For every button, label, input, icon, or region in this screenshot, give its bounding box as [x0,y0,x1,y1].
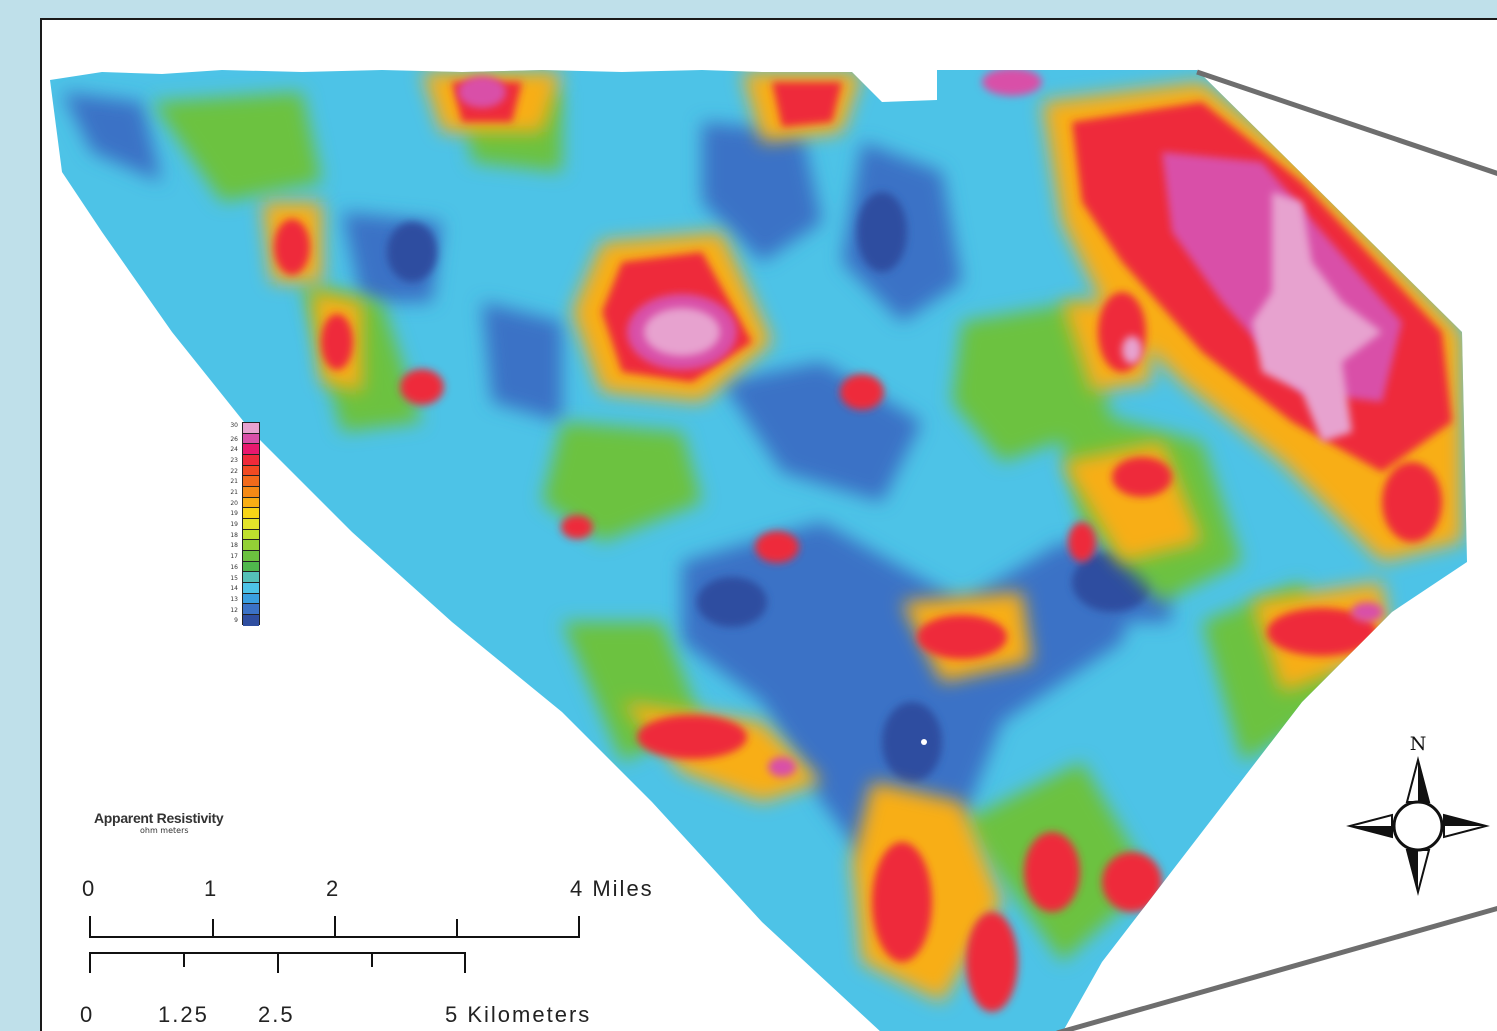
legend-tick-label: 19 [230,510,238,518]
scale-km-label-5: 5 Kilometers [445,1002,592,1027]
legend-title: Apparent Resistivity [94,810,224,826]
legend-color-ramp [242,422,260,626]
scale-km-label-0: 0 [80,1002,95,1027]
inset-boundary-line-upper [1196,69,1497,176]
legend-tick-label: 22 [230,467,238,475]
legend-swatch [243,508,259,520]
scale-miles-label-2: 2 [326,876,341,901]
scale-km-label-125: 1.25 [158,1002,209,1027]
legend-tick-label: 21 [230,478,238,486]
legend-tick-label: 13 [230,595,238,603]
map-canvas: N [50,69,1497,1031]
legend-swatch [243,540,259,552]
legend-tick-label: 23 [230,457,238,465]
legend-swatch [243,561,259,573]
legend-swatch [243,604,259,616]
north-arrow: N [1346,733,1490,896]
inset-boundary-line-lower [1056,905,1497,1031]
legend-swatch [243,487,259,498]
legend-tick-label: 9 [234,617,238,625]
legend-swatch [243,583,259,594]
north-label: N [1410,733,1427,755]
scale-miles-label-0: 0 [82,876,97,901]
legend-swatch [243,433,259,445]
legend-tick-label: 24 [230,446,238,454]
legend-tick-label: 18 [230,542,238,550]
legend-swatch [243,476,259,488]
scale-miles-label-1: 1 [204,876,219,901]
legend-swatch [243,593,259,605]
legend-tick-label: 30 [230,422,238,429]
legend-tick-label: 17 [230,553,238,561]
legend-swatch [243,529,259,541]
legend-tick-label: 14 [230,585,238,593]
scale-km-label-25: 2.5 [258,1002,295,1027]
resistivity-legend: 30 26 24 23 22 21 21 20 19 19 18 18 17 16 15 14 13 12 9 [94,422,294,626]
legend-tick-label: 16 [230,563,238,571]
legend-tick-label: 12 [230,606,238,614]
legend-swatch [243,519,259,530]
legend-swatch [243,497,259,509]
legend-swatch [243,465,259,477]
legend-tick-label: 21 [230,489,238,497]
legend-tick-label: 18 [230,531,238,539]
map-frame: N 30 26 24 23 22 21 21 20 19 19 18 18 17 16 15 14 13 12 9 … [40,18,1497,1031]
legend-swatch [243,572,259,584]
scale-miles-label-4: 4 Miles [570,876,654,901]
legend-tick-label: 19 [230,521,238,529]
legend-swatch [243,455,259,466]
legend-swatch [243,444,259,456]
legend-swatch [243,423,259,434]
legend-swatch [243,615,259,626]
scale-bar-miles [89,916,580,938]
legend-units: ohm meters [140,826,189,835]
legend-tick-label: 26 [230,435,238,443]
legend-tick-label: 15 [230,574,238,582]
legend-swatch [243,551,259,562]
scale-bar-km [89,952,466,973]
legend-tick-label: 20 [230,499,238,507]
